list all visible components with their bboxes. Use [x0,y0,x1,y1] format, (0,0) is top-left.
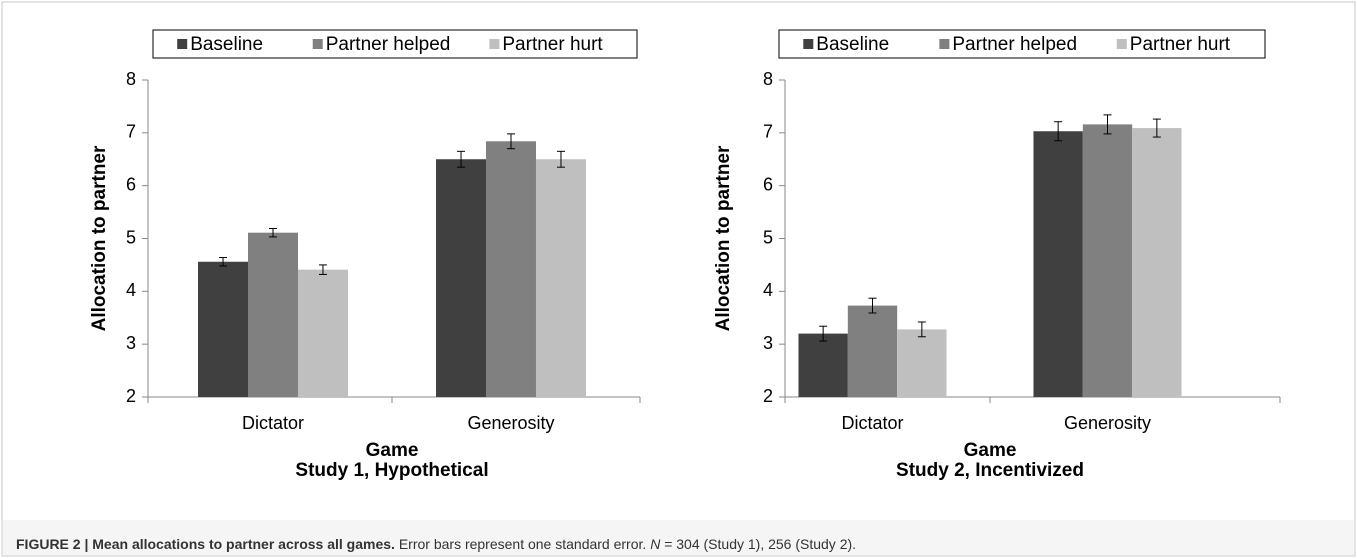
bar [436,159,487,397]
y-tick-label: 4 [126,280,136,300]
y-tick-label: 3 [126,333,136,353]
legend-swatch [1116,39,1127,49]
y-tick-label: 6 [763,174,773,194]
x-tick-label: Dictator [841,413,903,433]
y-tick-label: 2 [126,386,136,406]
legend-label: Partner hurt [502,34,603,55]
x-axis-title: Game [964,440,1017,461]
legend-box [778,29,1266,59]
bar [486,141,536,397]
bar [1082,124,1133,397]
caption-text: Error bars represent one standard error. [399,536,646,552]
caption: FIGURE 2 | Mean allocations to partner a… [16,536,856,552]
y-tick-label: 3 [763,333,773,353]
bar [897,329,947,397]
y-tick-label: 2 [763,386,773,406]
x-tick-label: Dictator [242,413,304,433]
bar [248,232,298,397]
legend-swatch [803,39,814,49]
caption-n: N [650,536,661,552]
y-tick-label: 8 [763,69,773,89]
y-tick-label: 5 [763,227,773,247]
y-tick-label: 7 [126,122,136,142]
y-tick-label: 4 [763,280,773,300]
legend-swatch [312,39,323,49]
y-tick-label: 8 [126,69,136,89]
caption-label: FIGURE 2 | Mean allocations to partner a… [16,536,395,552]
legend-label: Partner helped [326,34,451,55]
x-axis-title: Game [366,440,419,461]
y-axis-title: Allocation to partner [713,145,734,331]
legend-swatch [177,39,188,49]
caption-rest: = 304 (Study 1), 256 (Study 2). [664,536,856,552]
x-tick-label: Generosity [1064,413,1151,433]
bar [535,159,586,397]
chart-title: Study 2, Incentivized [896,460,1084,481]
legend-box [152,29,638,59]
legend-label: Baseline [190,34,263,55]
bar [198,261,249,397]
x-tick-label: Generosity [467,413,554,433]
legend-swatch [489,39,500,49]
bar [1033,131,1083,397]
legend-label: Partner helped [952,34,1077,55]
y-axis-title: Allocation to partner [89,145,110,331]
y-tick-label: 7 [763,122,773,142]
legend-swatch [939,39,950,49]
chart-title: Study 1, Hypothetical [295,460,488,481]
bar [1132,128,1182,397]
legend-label: Baseline [816,34,889,55]
y-tick-label: 6 [126,174,136,194]
bar [798,333,848,397]
legend-label: Partner hurt [1130,34,1231,55]
y-tick-label: 5 [126,227,136,247]
bar [847,305,898,397]
bar [297,269,348,397]
caption-band [3,520,1354,555]
